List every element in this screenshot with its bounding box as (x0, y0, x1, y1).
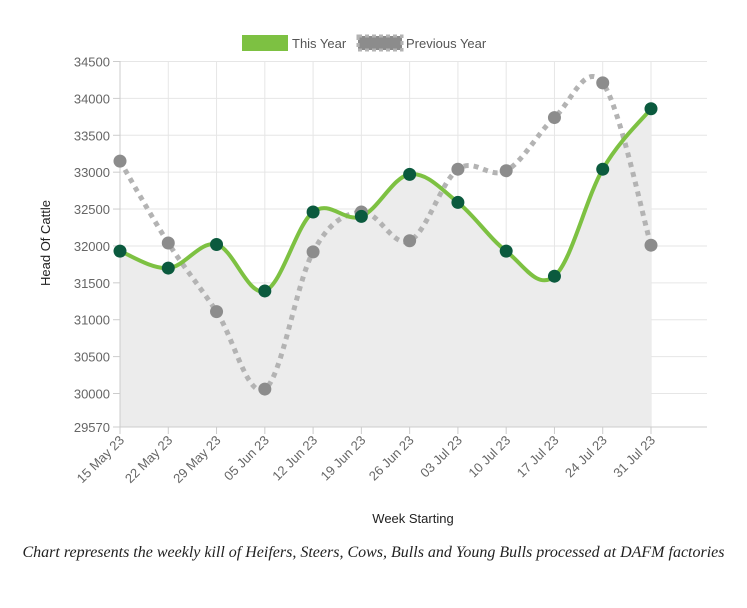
this-year-point (547, 269, 561, 283)
legend-swatch-this-year (242, 35, 288, 51)
this-year-point (499, 244, 513, 258)
this-year-point (403, 167, 417, 181)
x-tick-label: 26 Jun 23 (366, 433, 417, 484)
this-year-point (306, 205, 320, 219)
this-year-point (258, 284, 272, 298)
previous-year-point (161, 236, 175, 250)
chart-caption: Chart represents the weekly kill of Heif… (22, 544, 725, 561)
y-tick-label: 32000 (74, 239, 110, 254)
y-tick-label: 33500 (74, 128, 110, 143)
previous-year-point (451, 162, 465, 176)
y-axis-title: Head Of Cattle (38, 200, 53, 286)
y-tick-label: 30000 (74, 387, 110, 402)
x-tick-label: 24 Jul 23 (562, 433, 610, 481)
y-tick-label: 32500 (74, 202, 110, 217)
x-tick-label: 15 May 23 (74, 433, 128, 487)
previous-year-line (117, 74, 654, 393)
legend-label-this-year: This Year (292, 36, 347, 51)
previous-year-point (547, 111, 561, 125)
x-tick-label: 05 Jun 23 (221, 433, 272, 484)
previous-year-point (499, 164, 513, 178)
y-tick-label: 29570 (74, 420, 110, 435)
chart-markers (113, 76, 658, 396)
line-chart: This Year Previous Year 34500 34000 33500 33… (38, 34, 707, 526)
y-tick-label: 34000 (74, 91, 110, 106)
previous-year-point (403, 234, 417, 248)
x-tick-label: 19 Jun 23 (317, 433, 368, 484)
x-tick-label: 29 May 23 (170, 433, 224, 487)
this-year-point (113, 244, 127, 258)
previous-year-point (210, 305, 224, 319)
chart-area-fill (120, 108, 651, 428)
x-tick-label: 03 Jul 23 (417, 433, 465, 481)
previous-year-point (596, 76, 610, 90)
this-year-point (596, 162, 610, 176)
previous-year-point (258, 382, 272, 396)
previous-year-point (113, 154, 127, 168)
y-tick-label: 31000 (74, 313, 110, 328)
this-year-point (451, 195, 465, 209)
y-axis-ticks: 34500 34000 33500 33000 32500 32000 31500 31000… (74, 55, 120, 435)
this-year-area (120, 108, 651, 428)
y-tick-label: 33000 (74, 165, 110, 180)
x-tick-label: 12 Jun 23 (269, 433, 320, 484)
this-year-point (210, 237, 224, 251)
x-tick-label: 10 Jul 23 (465, 433, 513, 481)
legend-label-previous-year: Previous Year (406, 36, 487, 51)
legend-swatch-previous-year (356, 34, 404, 52)
x-tick-label: 22 May 23 (122, 433, 176, 487)
this-year-point (161, 261, 175, 275)
this-year-point (644, 102, 658, 116)
y-tick-label: 34500 (74, 55, 110, 70)
y-tick-label: 31500 (74, 276, 110, 291)
previous-year-point (306, 245, 320, 259)
x-axis-title: Week Starting (372, 511, 453, 526)
x-tick-label: 31 Jul 23 (610, 433, 658, 481)
y-tick-label: 30500 (74, 350, 110, 365)
x-tick-label: 17 Jul 23 (514, 433, 562, 481)
previous-year-point (644, 238, 658, 252)
chart-axes (119, 61, 707, 428)
this-year-point (354, 209, 368, 223)
chart-legend: This Year Previous Year (242, 34, 487, 52)
